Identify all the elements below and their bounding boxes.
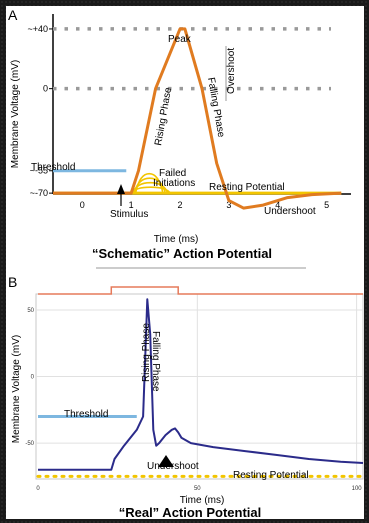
- stimulus-arrow-icon: [117, 184, 125, 206]
- panel-b-action-potential-line: [38, 298, 364, 471]
- panel-a-failed-initiations: [130, 172, 171, 194]
- annotation-resting-potential: Resting Potential: [209, 182, 285, 193]
- panel-a-x-label: Time (ms): [154, 234, 199, 245]
- panel-a-reference-lines: [53, 27, 331, 91]
- panel-a-y-tick-label: 0: [43, 84, 48, 94]
- panel-a-y-tick-label: ~-55: [30, 166, 48, 176]
- panel-b-grid: [36, 294, 363, 479]
- panel-b-letter: B: [8, 274, 17, 290]
- panel-a-letter: A: [8, 7, 18, 23]
- panel-a: A Membrane Voltage (mV) ~+40 0 ~-55 ~-70 0 1…: [8, 7, 351, 261]
- annotation-b-falling-phase: Falling Phase: [150, 331, 161, 392]
- panel-b-y-tick-label: -50: [25, 441, 34, 447]
- panel-b-x-label: Time (ms): [180, 495, 225, 506]
- panel-b-title: “Real” Action Potential: [119, 505, 262, 519]
- panel-b-threshold-label: Threshold: [64, 409, 108, 420]
- panel-a-y-tick-label: ~+40: [27, 24, 48, 34]
- panel-a-threshold-label: Threshold: [31, 162, 75, 173]
- panel-a-x-tick-label: 2: [178, 200, 183, 210]
- panel-b-x-tick-label: 50: [194, 486, 201, 492]
- chart-svg: A Membrane Voltage (mV) ~+40 0 ~-55 ~-70 0 1…: [8, 7, 364, 519]
- figure: A Membrane Voltage (mV) ~+40 0 ~-55 ~-70 0 1…: [6, 6, 364, 519]
- panel-b-x-tick-label: 0: [36, 486, 40, 492]
- panel-a-title: “Schematic” Action Potential: [92, 246, 272, 261]
- annotation-b-rising-phase: Rising Phase: [141, 323, 152, 382]
- annotation-failed-line-1: Failed: [159, 168, 186, 179]
- annotation-peak: Peak: [168, 34, 192, 45]
- panel-b-stimulus-bar: [38, 286, 363, 295]
- panel-b-y-tick-label: 50: [27, 308, 34, 314]
- panel-b-frame: [35, 293, 364, 480]
- annotation-stimulus: Stimulus: [110, 209, 148, 220]
- panel-a-y-label: Membrane Voltage (mV): [10, 60, 21, 168]
- panel-b-x-tick-label: 100: [352, 486, 363, 492]
- annotation-undershoot: Undershoot: [264, 206, 316, 217]
- failed-initiation-curve: [134, 172, 164, 194]
- annotation-falling-phase: Falling Phase: [205, 77, 226, 139]
- panel-b: B Membrane Voltage (mV) 50 0 -50 0 50 100 Th…: [8, 274, 364, 519]
- panel-a-x-ticks: 0 1 2 3 4 5: [80, 200, 329, 210]
- annotation-b-resting-potential: Resting Potential: [233, 470, 309, 481]
- panel-a-x-tick-label: 0: [80, 200, 85, 210]
- panel-a-action-potential-line: [53, 27, 342, 210]
- panel-b-y-ticks: 50 0 -50: [25, 308, 34, 447]
- panel-b-y-label: Membrane Voltage (mV): [11, 335, 22, 443]
- annotation-failed-line-2: Initiations: [153, 178, 195, 189]
- panel-b-y-tick-label: 0: [31, 375, 35, 381]
- panel-a-y-tick-label: ~-70: [30, 188, 48, 198]
- panel-a-x-tick-label: 4: [275, 200, 280, 210]
- panel-a-y-ticks: ~+40 0 ~-55 ~-70: [27, 24, 53, 198]
- panel-b-x-ticks: 0 50 100: [36, 486, 362, 492]
- undershoot-arrow-icon: [158, 455, 174, 467]
- panel-a-x-tick-label: 3: [226, 200, 231, 210]
- annotation-rising-phase: Rising Phase: [153, 86, 174, 146]
- annotation-overshoot: Overshoot: [226, 48, 237, 94]
- panel-a-x-tick-label: 5: [324, 200, 329, 210]
- panel-a-x-tick-label: 1: [129, 200, 134, 210]
